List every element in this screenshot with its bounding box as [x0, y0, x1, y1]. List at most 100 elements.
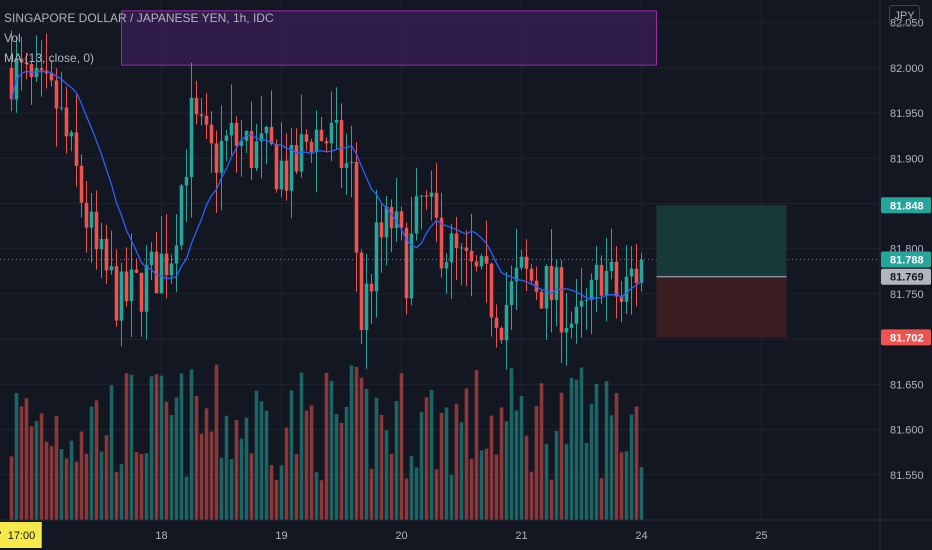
- volume-bar-113: [574, 379, 579, 520]
- volume-bar-98: [499, 407, 504, 520]
- volume-bar-89: [454, 403, 459, 520]
- volume-bar-62: [319, 480, 324, 520]
- volume-bar-9: [54, 415, 59, 520]
- volume-bar-13: [74, 461, 79, 520]
- volume-bar-1: [14, 393, 19, 520]
- price-label-box-2: [881, 268, 931, 285]
- volume-bar-29: [154, 374, 159, 520]
- price-tick-10: 81.550: [890, 470, 924, 482]
- candle-body-16: [89, 211, 94, 228]
- candle-body-36: [189, 97, 194, 178]
- candle-body-18: [99, 238, 104, 250]
- ma-13-line: [10, 70, 642, 300]
- candle-body-121: [614, 261, 619, 297]
- volume-bar-15: [84, 453, 89, 520]
- price-tick-1: 82.000: [890, 63, 924, 75]
- resistance-zone-rect: [121, 10, 657, 66]
- volume-bar-80: [409, 456, 414, 520]
- candle-body-32: [169, 263, 174, 276]
- candle-body-80: [409, 233, 414, 299]
- candle-body-122: [619, 296, 624, 302]
- candle-body-72: [369, 283, 374, 292]
- candle-body-45: [234, 122, 239, 146]
- volume-bar-50: [259, 401, 264, 520]
- volume-bar-46: [239, 438, 244, 520]
- candle-body-33: [174, 245, 179, 264]
- ma-indicator-label[interactable]: MA (13, close, 0): [4, 51, 95, 65]
- candle-body-126: [639, 259, 644, 283]
- volume-bar-18: [99, 451, 104, 520]
- volume-bar-124: [629, 414, 634, 520]
- volume-bar-4: [29, 426, 34, 520]
- price-tick-9: 81.600: [890, 425, 924, 437]
- candle-body-85: [434, 192, 439, 218]
- volume-bar-7: [44, 441, 49, 520]
- volume-bar-83: [424, 397, 429, 520]
- volume-bar-6: [39, 413, 44, 520]
- candle-body-4: [29, 64, 34, 77]
- price-axis[interactable]: 82.05082.00081.95081.90081.85081.80081.7…: [879, 0, 931, 550]
- candle-body-26: [139, 272, 144, 312]
- volume-bar-43: [224, 415, 229, 520]
- volume-bar-109: [554, 430, 559, 520]
- candle-body-2: [19, 58, 24, 63]
- volume-bar-49: [254, 390, 259, 520]
- candle-body-17: [94, 211, 99, 250]
- volume-bar-126: [639, 467, 644, 520]
- candle-body-9: [54, 80, 59, 109]
- volume-bar-115: [584, 443, 589, 520]
- volume-bar-104: [529, 471, 534, 520]
- volume-bar-75: [384, 430, 389, 520]
- candle-body-14: [79, 165, 84, 203]
- volume-bar-59: [304, 410, 309, 520]
- candle-body-25: [134, 269, 139, 273]
- candle-body-71: [364, 283, 369, 331]
- volume-bar-88: [449, 474, 454, 520]
- volume-bar-51: [264, 410, 269, 520]
- price-tick-6: 81.750: [890, 289, 924, 301]
- volume-bar-57: [294, 454, 299, 520]
- volume-bar-78: [399, 373, 404, 520]
- candle-body-89: [454, 233, 459, 248]
- candle-body-96: [489, 263, 494, 318]
- volume-bar-14: [79, 431, 84, 520]
- volume-bar-31: [164, 401, 169, 520]
- price-label-text-1: 81.788: [890, 255, 924, 267]
- symbol-title[interactable]: SINGAPORE DOLLAR / JAPANESE YEN, 1h, IDC: [4, 11, 274, 25]
- volume-bar-16: [89, 406, 94, 520]
- candle-body-102: [519, 256, 524, 268]
- volume-bar-99: [504, 421, 509, 520]
- candle-body-92: [469, 250, 474, 262]
- currency-button[interactable]: JPY: [889, 5, 920, 25]
- candle-body-123: [624, 276, 629, 302]
- volume-bar-17: [94, 400, 99, 520]
- time-tick-3: 19: [275, 530, 287, 542]
- candle-body-94: [479, 256, 484, 267]
- candle-body-10: [59, 107, 64, 109]
- candle-body-68: [349, 161, 354, 164]
- volume-bar-76: [389, 453, 394, 520]
- volume-bar-117: [594, 384, 599, 520]
- volume-bar-123: [624, 451, 629, 520]
- candle-body-41: [214, 143, 219, 173]
- volume-bar-0: [9, 456, 14, 520]
- volume-bar-24: [129, 374, 134, 520]
- price-tick-8: 81.650: [890, 379, 924, 391]
- volume-bar-101: [514, 410, 519, 520]
- volume-bar-105: [534, 406, 539, 520]
- volume-bar-38: [199, 433, 204, 520]
- drawing-zones[interactable]: [121, 10, 787, 338]
- candle-body-59: [304, 134, 309, 142]
- volume-bar-79: [404, 478, 409, 520]
- price-label-0: 81.848: [881, 197, 931, 214]
- volume-indicator-label[interactable]: Vol: [4, 31, 21, 45]
- volume-bar-111: [564, 443, 569, 520]
- candle-body-124: [629, 268, 634, 277]
- price-label-1: 81.788: [881, 251, 931, 268]
- volume-bar-119: [604, 381, 609, 520]
- volume-bar-96: [489, 415, 494, 520]
- candle-body-54: [279, 160, 284, 190]
- volume-bar-81: [414, 467, 419, 520]
